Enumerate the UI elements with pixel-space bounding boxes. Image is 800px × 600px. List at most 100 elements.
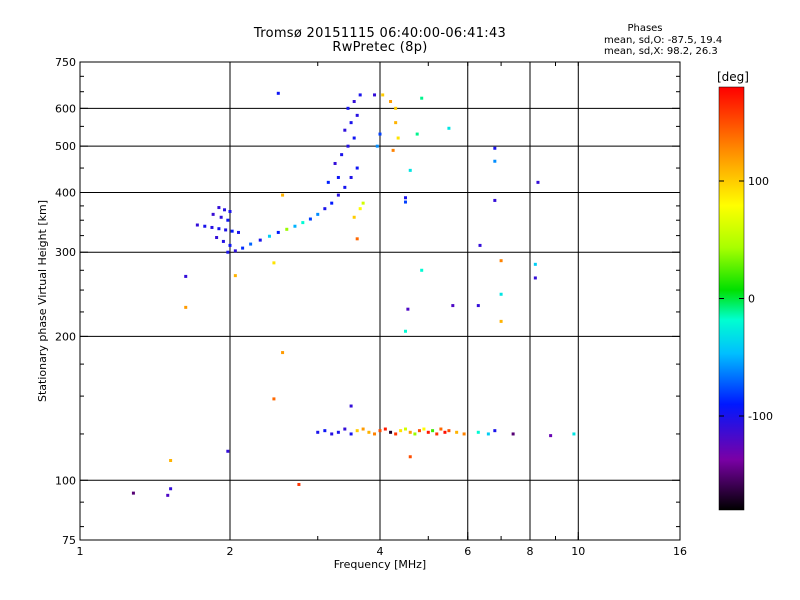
data-point xyxy=(381,93,385,97)
data-point xyxy=(408,430,412,434)
data-point xyxy=(349,121,353,125)
data-point xyxy=(549,434,553,438)
data-point xyxy=(408,168,412,172)
data-point xyxy=(184,305,188,309)
data-point xyxy=(281,351,285,355)
y-tick-label: 200 xyxy=(55,330,76,343)
x-axis-label: Frequency [MHz] xyxy=(334,558,426,571)
data-point xyxy=(476,430,480,434)
data-point xyxy=(276,91,280,95)
data-point xyxy=(258,238,262,242)
data-point xyxy=(361,427,365,431)
data-point xyxy=(455,430,459,434)
data-point xyxy=(493,429,497,433)
data-point xyxy=(420,96,424,100)
data-point xyxy=(378,429,382,433)
data-point xyxy=(184,274,188,278)
data-point xyxy=(169,487,173,491)
data-point xyxy=(228,210,232,214)
data-point xyxy=(367,430,371,434)
x-tick-label: 10 xyxy=(571,545,585,558)
data-point xyxy=(373,432,377,436)
data-point xyxy=(349,175,353,179)
data-point xyxy=(223,208,227,212)
data-point xyxy=(493,159,497,163)
data-point xyxy=(297,482,301,486)
data-point xyxy=(493,198,497,202)
data-point xyxy=(443,430,447,434)
data-point xyxy=(511,432,515,436)
data-point xyxy=(330,201,334,205)
data-point xyxy=(217,206,221,210)
data-point xyxy=(355,237,359,241)
y-tick-label: 400 xyxy=(55,186,76,199)
data-point xyxy=(343,185,347,189)
data-point xyxy=(330,432,334,436)
data-point xyxy=(210,225,214,229)
y-tick-label: 300 xyxy=(55,246,76,259)
data-point xyxy=(272,397,276,401)
data-point xyxy=(358,207,362,211)
data-point xyxy=(323,429,327,433)
data-point xyxy=(267,234,271,238)
y-tick-label: 500 xyxy=(55,140,76,153)
chart-title: Tromsø 20151115 06:40:00-06:41:43 xyxy=(253,26,507,41)
data-point xyxy=(476,304,480,308)
data-point xyxy=(408,455,412,459)
data-point xyxy=(316,212,320,216)
data-point xyxy=(394,432,398,436)
data-point xyxy=(478,243,482,247)
data-point xyxy=(394,106,398,110)
data-point xyxy=(221,239,225,243)
phase-stats-x-mode: mean, sd,X: 98.2, 26.3 xyxy=(604,46,718,57)
data-point xyxy=(403,329,407,333)
data-point xyxy=(361,201,365,205)
data-point xyxy=(415,132,419,136)
data-point xyxy=(326,180,330,184)
data-point xyxy=(572,432,576,436)
data-point xyxy=(316,430,320,434)
data-point xyxy=(346,144,350,148)
data-point xyxy=(308,217,312,221)
data-point xyxy=(352,136,356,140)
data-point xyxy=(233,249,237,253)
data-point xyxy=(355,113,359,117)
data-point xyxy=(417,429,421,433)
data-point xyxy=(533,276,537,280)
data-point xyxy=(399,429,403,433)
data-point xyxy=(389,100,393,104)
data-point xyxy=(333,161,337,165)
y-tick-label: 600 xyxy=(55,102,76,115)
data-point xyxy=(536,180,540,184)
colorbar-tick-label: -100 xyxy=(748,410,773,423)
data-point xyxy=(378,132,382,136)
data-points xyxy=(131,91,576,497)
data-point xyxy=(493,146,497,150)
data-point xyxy=(435,432,439,436)
data-point xyxy=(219,215,223,219)
data-point xyxy=(166,493,170,497)
data-point xyxy=(336,175,340,179)
data-point xyxy=(358,93,362,97)
data-point xyxy=(406,307,410,311)
colorbar-tick-label: 100 xyxy=(748,175,769,188)
x-tick-label: 2 xyxy=(227,545,234,558)
data-point xyxy=(499,319,503,323)
data-point xyxy=(403,200,407,204)
data-point xyxy=(293,224,297,228)
data-point xyxy=(499,292,503,296)
x-tick-label: 8 xyxy=(527,545,534,558)
data-point xyxy=(230,229,234,233)
chart-subtitle: RwPretec (8p) xyxy=(332,40,428,55)
data-point xyxy=(281,193,285,197)
data-point xyxy=(343,128,347,132)
data-point xyxy=(349,404,353,408)
x-tick-label: 16 xyxy=(673,545,687,558)
data-point xyxy=(462,432,466,436)
data-point xyxy=(375,144,379,148)
data-point xyxy=(352,100,356,104)
data-point xyxy=(447,126,451,130)
data-point xyxy=(413,432,417,436)
